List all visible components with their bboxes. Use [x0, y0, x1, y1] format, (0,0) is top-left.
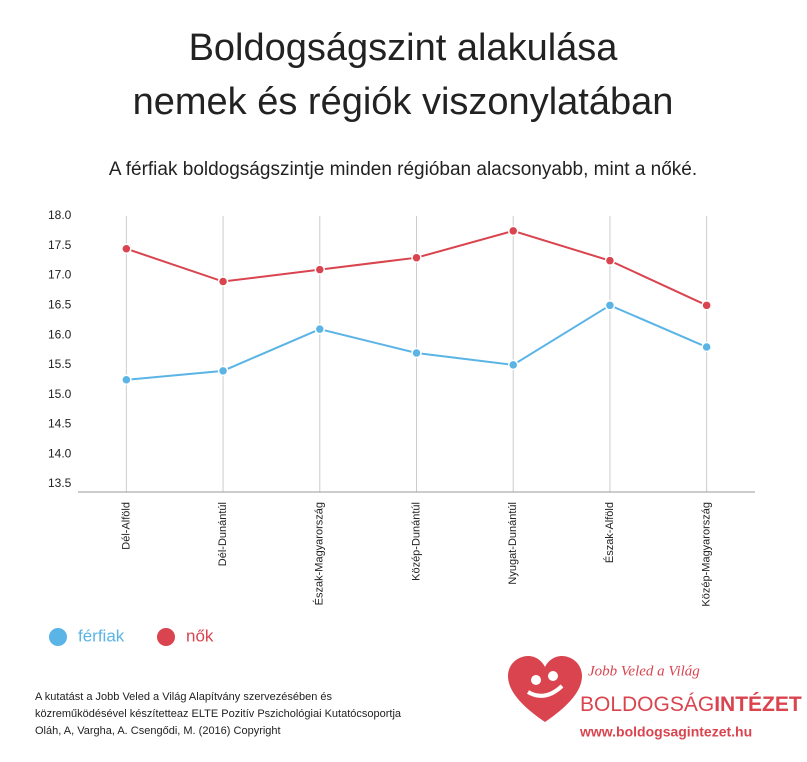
logo-heart: [508, 656, 582, 722]
y-tick-label: 16.0: [48, 327, 72, 341]
y-tick-label: 17.5: [48, 238, 72, 252]
point: [701, 300, 712, 311]
point: [217, 365, 229, 377]
chart-title: Boldogságszint alakulása: [189, 27, 619, 69]
point: [507, 225, 519, 237]
x-tick-label: Dél-Dunántúl: [217, 502, 229, 566]
logo-name: BOLDOGSÁGINTÉZET: [580, 693, 802, 716]
logo-tagline: Jobb Veled a Világ: [588, 663, 700, 679]
point: [121, 243, 132, 255]
point: [411, 347, 422, 359]
x-tick-label: Észak-Alföld: [603, 502, 616, 563]
legend-marker: [49, 628, 67, 646]
x-tick-label: Dél-Alföld: [120, 502, 132, 550]
x-tick-label: Nyugat-Dunántúl: [507, 502, 519, 585]
point: [314, 323, 326, 335]
y-tick-label: 18.0: [48, 208, 72, 222]
point: [604, 255, 616, 266]
y-tick-label: 16.5: [48, 298, 72, 312]
logo-url: www.boldogsagintezet.hu: [579, 724, 752, 740]
legend-label: nők: [186, 626, 214, 645]
y-tick-label: 14.5: [48, 417, 72, 431]
y-tick-label: 15.0: [48, 387, 72, 401]
point: [411, 252, 422, 263]
point: [507, 359, 519, 371]
point: [314, 264, 326, 275]
chart-subtitle: A férfiak boldogságszintje minden régiób…: [109, 159, 697, 180]
footnote: A kutatást a Jobb Veled a Világ Alapítvá…: [35, 691, 332, 703]
y-tick-label: 14.0: [48, 446, 72, 460]
chart-title: nemek és régiók viszonylatában: [133, 81, 674, 123]
footnote: közreműködésével készítetteaz ELTE Pozit…: [35, 708, 402, 720]
x-tick-label: Közép-Dunántúl: [410, 502, 422, 581]
y-tick-label: 17.0: [48, 268, 72, 282]
footnote: Oláh, A, Vargha, A. Csengődi, M. (2016) …: [35, 725, 281, 737]
logo-figure: [531, 675, 541, 685]
point: [701, 341, 712, 353]
x-tick-label: Észak-Magyarország: [313, 502, 326, 605]
y-tick-label: 15.5: [48, 357, 72, 371]
point: [121, 374, 132, 386]
point: [604, 300, 616, 311]
logo-figure: [548, 671, 558, 681]
point: [217, 276, 229, 287]
x-tick-label: Közép-Magyarország: [701, 502, 713, 607]
logo-name-light: BOLDOGSÁG: [580, 693, 714, 716]
logo-name-bold: INTÉZET: [714, 693, 802, 716]
logo: Jobb Veled a Világ BOLDOGSÁGINTÉZET www.…: [508, 656, 802, 740]
y-tick-label: 13.5: [48, 476, 72, 490]
legend-label: férfiak: [78, 626, 125, 645]
legend-marker: [157, 628, 175, 646]
logo-figure: [526, 684, 564, 698]
